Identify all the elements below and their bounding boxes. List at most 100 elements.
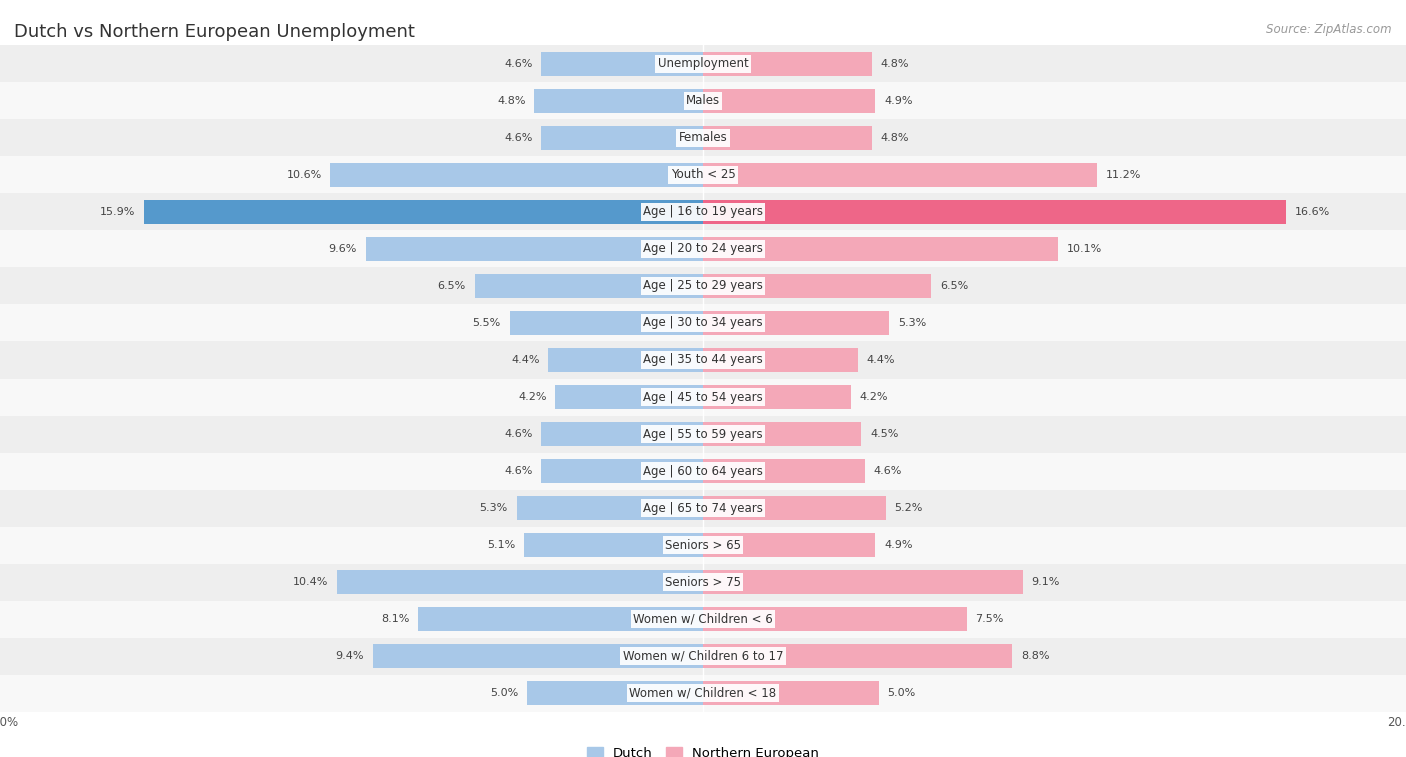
Text: 8.8%: 8.8% [1021, 651, 1050, 661]
Text: 4.5%: 4.5% [870, 429, 898, 439]
Text: 9.1%: 9.1% [1032, 577, 1060, 587]
Bar [0, 600, 1406, 637]
Text: 16.6%: 16.6% [1295, 207, 1330, 217]
Text: Age | 55 to 59 years: Age | 55 to 59 years [643, 428, 763, 441]
Bar [703, 496, 886, 520]
Bar [0, 120, 1406, 157]
Bar [366, 237, 703, 261]
Text: Youth < 25: Youth < 25 [671, 169, 735, 182]
Text: 4.2%: 4.2% [859, 392, 889, 402]
Text: 5.3%: 5.3% [898, 318, 927, 328]
Bar [0, 83, 1406, 120]
Text: 5.5%: 5.5% [472, 318, 501, 328]
Bar [548, 348, 703, 372]
Text: 9.6%: 9.6% [329, 244, 357, 254]
Bar [703, 274, 932, 298]
Bar [703, 570, 1024, 594]
Text: 4.9%: 4.9% [884, 96, 912, 106]
Bar [475, 274, 703, 298]
Bar [703, 459, 865, 483]
Bar [0, 453, 1406, 490]
Text: 9.4%: 9.4% [335, 651, 364, 661]
Text: 5.0%: 5.0% [491, 688, 519, 698]
Bar [0, 341, 1406, 378]
Text: 5.1%: 5.1% [486, 540, 515, 550]
Bar [703, 200, 1286, 224]
Bar [703, 311, 889, 335]
Bar [703, 644, 1012, 668]
Text: 7.5%: 7.5% [976, 614, 1004, 624]
Text: 15.9%: 15.9% [100, 207, 135, 217]
Text: 4.6%: 4.6% [505, 59, 533, 69]
Bar [0, 378, 1406, 416]
Text: Dutch vs Northern European Unemployment: Dutch vs Northern European Unemployment [14, 23, 415, 41]
Text: 4.8%: 4.8% [496, 96, 526, 106]
Bar [0, 157, 1406, 194]
Bar [541, 126, 703, 150]
Text: Age | 60 to 64 years: Age | 60 to 64 years [643, 465, 763, 478]
Bar [534, 89, 703, 113]
Text: Age | 45 to 54 years: Age | 45 to 54 years [643, 391, 763, 403]
Text: 4.8%: 4.8% [880, 59, 910, 69]
Text: Women w/ Children < 6: Women w/ Children < 6 [633, 612, 773, 625]
Text: Females: Females [679, 132, 727, 145]
Bar [703, 237, 1057, 261]
Text: Unemployment: Unemployment [658, 58, 748, 70]
Text: 4.9%: 4.9% [884, 540, 912, 550]
Text: 4.4%: 4.4% [866, 355, 896, 365]
Text: 10.6%: 10.6% [287, 170, 322, 180]
Bar [703, 681, 879, 705]
Text: 4.8%: 4.8% [880, 133, 910, 143]
Text: 4.6%: 4.6% [873, 466, 901, 476]
Bar [0, 674, 1406, 712]
Text: Women w/ Children < 18: Women w/ Children < 18 [630, 687, 776, 699]
Text: 5.2%: 5.2% [894, 503, 922, 513]
Bar [0, 527, 1406, 563]
Text: Seniors > 65: Seniors > 65 [665, 538, 741, 552]
Bar [419, 607, 703, 631]
Bar [510, 311, 703, 335]
Text: 10.4%: 10.4% [294, 577, 329, 587]
Bar [703, 52, 872, 76]
Text: 4.4%: 4.4% [510, 355, 540, 365]
Text: Source: ZipAtlas.com: Source: ZipAtlas.com [1267, 23, 1392, 36]
Text: 11.2%: 11.2% [1105, 170, 1140, 180]
Bar [703, 126, 872, 150]
Bar [541, 422, 703, 446]
Text: Age | 25 to 29 years: Age | 25 to 29 years [643, 279, 763, 292]
Text: 4.6%: 4.6% [505, 429, 533, 439]
Bar [541, 459, 703, 483]
Bar [0, 230, 1406, 267]
Bar [527, 681, 703, 705]
Text: 4.6%: 4.6% [505, 466, 533, 476]
Text: Age | 65 to 74 years: Age | 65 to 74 years [643, 502, 763, 515]
Text: 4.2%: 4.2% [517, 392, 547, 402]
Bar [541, 52, 703, 76]
Text: Age | 16 to 19 years: Age | 16 to 19 years [643, 205, 763, 219]
Text: 5.0%: 5.0% [887, 688, 915, 698]
Bar [703, 385, 851, 409]
Bar [703, 348, 858, 372]
Text: Age | 35 to 44 years: Age | 35 to 44 years [643, 354, 763, 366]
Text: Age | 20 to 24 years: Age | 20 to 24 years [643, 242, 763, 255]
Bar [517, 496, 703, 520]
Bar [0, 267, 1406, 304]
Bar [0, 304, 1406, 341]
Text: 4.6%: 4.6% [505, 133, 533, 143]
Text: Males: Males [686, 95, 720, 107]
Bar [0, 490, 1406, 527]
Bar [337, 570, 703, 594]
Text: Seniors > 75: Seniors > 75 [665, 575, 741, 588]
Bar [145, 200, 703, 224]
Bar [703, 163, 1097, 187]
Bar [0, 637, 1406, 674]
Text: Age | 30 to 34 years: Age | 30 to 34 years [643, 316, 763, 329]
Text: 5.3%: 5.3% [479, 503, 508, 513]
Text: Women w/ Children 6 to 17: Women w/ Children 6 to 17 [623, 650, 783, 662]
Text: 6.5%: 6.5% [941, 281, 969, 291]
Bar [703, 89, 875, 113]
Bar [0, 563, 1406, 600]
Text: 10.1%: 10.1% [1067, 244, 1102, 254]
Bar [524, 533, 703, 557]
Bar [0, 45, 1406, 83]
